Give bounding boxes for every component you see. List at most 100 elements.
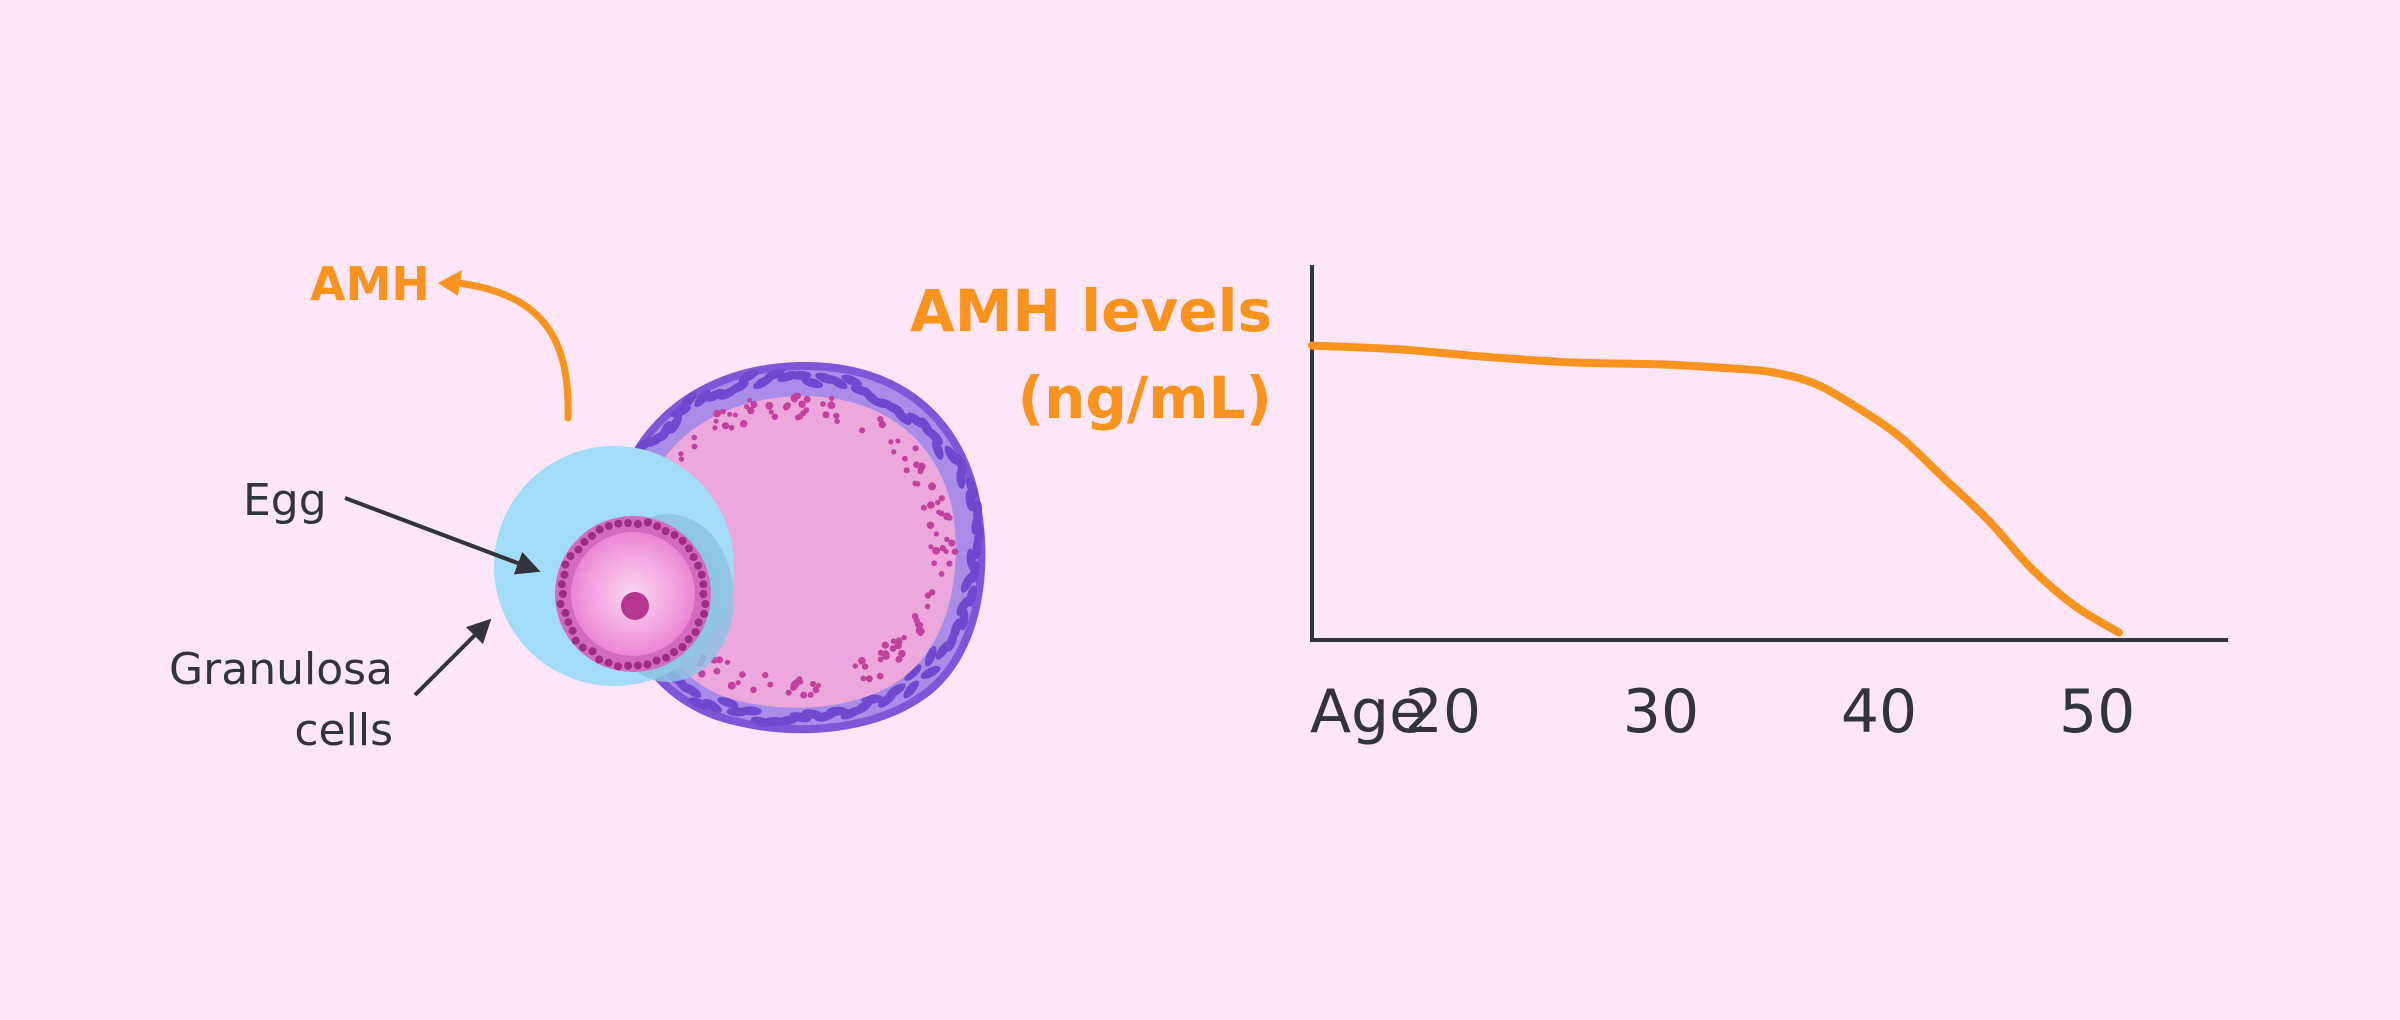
cumulus-cell bbox=[685, 544, 693, 553]
amh-series-line bbox=[1308, 341, 2123, 637]
cumulus-cell bbox=[670, 531, 679, 539]
granulosa-cell bbox=[750, 400, 758, 409]
granulosa-cell bbox=[947, 515, 953, 521]
theca-cell bbox=[704, 388, 726, 402]
theca-cell bbox=[903, 680, 919, 699]
granulosa-cell bbox=[924, 603, 931, 610]
pointer-arrow-granulosa bbox=[413, 618, 492, 697]
granulosa-cell bbox=[931, 560, 938, 567]
granulosa-cell bbox=[858, 657, 866, 665]
y-axis-label-line2: (ng/mL) bbox=[1018, 364, 1272, 432]
granulosa-cell bbox=[747, 397, 753, 403]
theca-cell bbox=[840, 707, 862, 720]
curved-arrow-icon bbox=[446, 278, 572, 422]
theca-cell bbox=[955, 453, 967, 475]
granulosa-cell bbox=[691, 443, 698, 450]
granulosa-cell bbox=[852, 663, 858, 669]
theca-cell bbox=[728, 380, 749, 394]
cumulus-cell bbox=[701, 600, 710, 608]
egg-label: Egg bbox=[243, 475, 327, 526]
granulosa-cell bbox=[698, 670, 706, 678]
granulosa-cell bbox=[810, 680, 817, 688]
granulosa-cell bbox=[917, 630, 924, 637]
x-tick-label-50: 50 bbox=[2059, 677, 2135, 747]
amh-label: AMH bbox=[310, 257, 430, 311]
cumulus-cell bbox=[588, 647, 597, 656]
x-axis-label: Age bbox=[1310, 677, 1426, 747]
theca-cell bbox=[944, 445, 959, 465]
granulosa-cell bbox=[881, 641, 889, 649]
theca-cell bbox=[841, 374, 862, 387]
theca-cell bbox=[935, 640, 951, 660]
theca-cell bbox=[688, 697, 710, 710]
granulosa-cell bbox=[678, 451, 684, 457]
granulosa-cell bbox=[901, 635, 907, 641]
cumulus-cell bbox=[697, 570, 706, 579]
cumulus-cell bbox=[699, 580, 708, 589]
theca-cell bbox=[702, 698, 723, 713]
x-tick-label-20: 20 bbox=[1405, 677, 1481, 747]
granulosa-cell bbox=[827, 401, 835, 410]
granulosa-cell bbox=[877, 656, 884, 663]
granulosa-cell bbox=[794, 414, 801, 421]
arrow-head-orange bbox=[438, 270, 462, 296]
cumulus-cell bbox=[624, 519, 633, 527]
granulosa-cell bbox=[728, 425, 735, 431]
cumulus-cell bbox=[595, 525, 604, 534]
theca-cell bbox=[893, 408, 912, 425]
theca-cell bbox=[960, 572, 974, 593]
granulosa-cell bbox=[938, 571, 945, 577]
granulosa-cell bbox=[920, 504, 927, 511]
cumulus-cell bbox=[684, 635, 693, 644]
granulosa-cell bbox=[822, 411, 830, 419]
cumulus-cells bbox=[556, 518, 710, 671]
theca-cell bbox=[828, 375, 848, 390]
granulosa-cell bbox=[914, 481, 921, 487]
theca-cell bbox=[956, 466, 966, 489]
cumulus-cell bbox=[566, 552, 575, 561]
theca-cell bbox=[920, 665, 941, 679]
cumulus-cell bbox=[633, 661, 642, 670]
granulosa-cell bbox=[924, 592, 932, 599]
granulosa-cell bbox=[800, 691, 808, 699]
granulosa-cell bbox=[938, 495, 945, 502]
granulosa-cell bbox=[744, 404, 750, 410]
amh-chart: AMH levels (ng/mL) Age 20 30 40 50 bbox=[910, 265, 2228, 747]
cumulus-cell bbox=[568, 626, 577, 635]
theca-cell bbox=[764, 368, 785, 381]
granulosa-cell bbox=[768, 409, 774, 415]
cumulus-cell bbox=[561, 560, 570, 569]
granulosa-cell bbox=[928, 544, 934, 550]
granulosa-cell bbox=[803, 407, 810, 413]
granulosa-cell bbox=[888, 439, 894, 445]
x-tick-label-30: 30 bbox=[1623, 677, 1699, 747]
granulosa-cell bbox=[712, 425, 718, 431]
granulosa-cell bbox=[727, 411, 733, 417]
granulosa-cell bbox=[803, 395, 811, 403]
theca-cell bbox=[680, 391, 697, 410]
granulosa-cell bbox=[739, 419, 748, 428]
granulosa-cell bbox=[765, 401, 774, 410]
granulosa-cell bbox=[767, 681, 774, 688]
granulosa-cell bbox=[943, 548, 949, 555]
nucleus bbox=[621, 592, 649, 620]
granulosa-cell bbox=[833, 412, 840, 419]
cumulus-cell bbox=[643, 518, 652, 527]
cumulus-cell bbox=[564, 618, 573, 627]
granulosa-cell bbox=[721, 422, 730, 430]
theca-cell bbox=[932, 438, 944, 460]
granulosa-cell bbox=[732, 412, 738, 418]
granulosa-cell bbox=[797, 679, 804, 685]
theca-cell bbox=[750, 716, 773, 728]
cumulus-cell bbox=[557, 580, 566, 589]
granulosa-cell bbox=[739, 671, 746, 678]
granulosa-cell bbox=[890, 638, 897, 644]
granulosa-cell bbox=[724, 659, 731, 665]
granulosa-cell bbox=[807, 691, 814, 698]
granulosa-cell bbox=[933, 531, 940, 537]
granulosa-cell bbox=[784, 402, 791, 409]
cumulus-cell bbox=[561, 608, 570, 617]
granulosa-cell bbox=[935, 499, 941, 506]
cumulus-cell bbox=[624, 661, 633, 670]
cumulus-cell bbox=[678, 536, 687, 545]
